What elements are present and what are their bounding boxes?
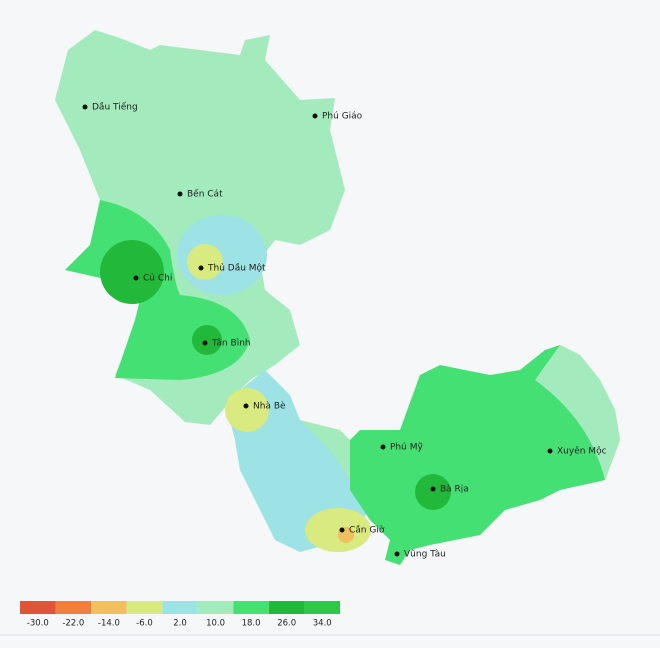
legend-label: 2.0 [173, 619, 187, 629]
legend-swatch [20, 601, 56, 614]
legend-label: -22.0 [62, 619, 84, 629]
map-shapes [55, 30, 620, 565]
place-label: Cần Giờ [349, 525, 385, 536]
zone-yellow [225, 388, 269, 432]
place-dot [202, 340, 208, 346]
place-label: Bến Cát [187, 189, 223, 200]
legend-label: 18.0 [242, 619, 261, 629]
zone-dark [100, 240, 164, 304]
legend-swatch [55, 601, 92, 614]
place-dot [380, 444, 386, 450]
legend-label: -30.0 [27, 619, 49, 629]
place-dot [312, 113, 318, 119]
region-east [350, 345, 620, 565]
legend-label: 10.0 [206, 619, 225, 629]
places: Dầu Tiếng Phú Giáo Bến Cát Thủ Dầu Một Củ Ch… [82, 102, 607, 560]
zone-dark [192, 325, 222, 355]
legend-swatch [162, 601, 198, 614]
place-dot [82, 104, 88, 110]
place-dot [547, 448, 553, 454]
legend-swatch [91, 601, 127, 614]
legend-label: -14.0 [98, 619, 120, 629]
legend-swatch [233, 601, 269, 614]
zone-light [535, 345, 620, 480]
legend: -30.0 -22.0 -14.0 -6.0 2.0 10.0 18.0 26.0 34.0 [20, 601, 340, 629]
place-label: Phú Giáo [322, 112, 363, 122]
place-label: Củ Chi [143, 273, 172, 284]
zone-yellow [305, 508, 371, 552]
legend-swatch [268, 601, 305, 614]
legend-swatch [126, 601, 163, 614]
place-dot [177, 191, 183, 197]
legend-label: 26.0 [277, 619, 296, 629]
place-label: Thủ Dầu Một [207, 263, 266, 274]
place-dot [339, 527, 345, 533]
legend-swatch [304, 601, 340, 614]
zone-yellow [187, 244, 223, 280]
legend-swatch [197, 601, 234, 614]
place-label: Nhà Bè [253, 401, 286, 412]
place-label: Dầu Tiếng [92, 102, 138, 113]
place-label: Bà Rịa [440, 485, 469, 495]
legend-label: 34.0 [313, 619, 332, 629]
place-label: Phú Mỹ [390, 443, 423, 453]
zone-dark [415, 474, 451, 510]
place-dot [430, 486, 436, 492]
place-dot [198, 265, 204, 271]
place-label: Xuyên Mộc [557, 446, 607, 457]
place-dot [133, 275, 139, 281]
place-dot [394, 551, 400, 557]
legend-label: -6.0 [136, 619, 153, 629]
place-label: Tân Bình [211, 339, 251, 349]
place-dot [243, 403, 249, 409]
place-label: Vũng Tàu [404, 550, 446, 560]
